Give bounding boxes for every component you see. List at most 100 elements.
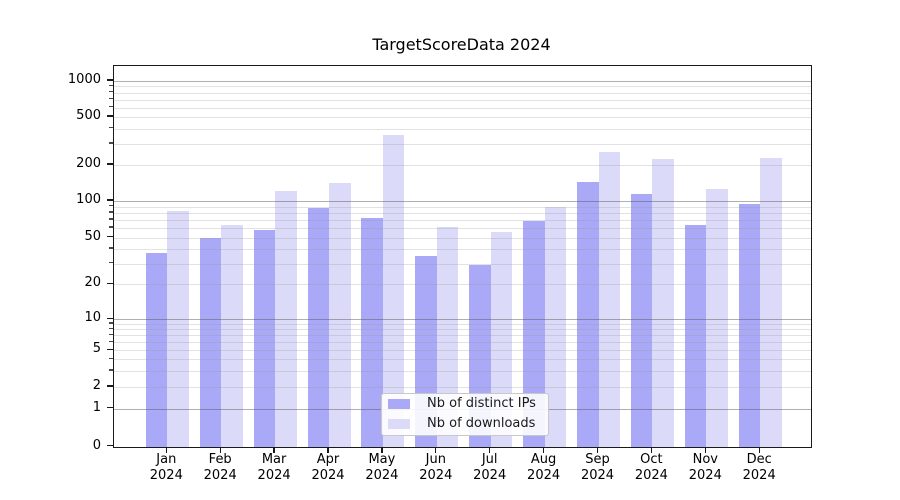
y-tick-label-10: 10 bbox=[84, 310, 101, 326]
x-tick-year-aug: 2024 bbox=[527, 467, 561, 483]
y-minor-tick-mark-300 bbox=[109, 142, 113, 144]
y-tick-mark-2 bbox=[106, 385, 113, 387]
x-tick-year-apr: 2024 bbox=[311, 467, 345, 483]
bar-ips-feb bbox=[199, 237, 222, 447]
x-tick-label-jan: Jan 2024 bbox=[138, 452, 194, 483]
x-tick-year-oct: 2024 bbox=[634, 467, 668, 483]
y-minor-tick-mark-800 bbox=[109, 90, 113, 93]
y-tick-label-1: 1 bbox=[92, 399, 101, 415]
y-minor-tick-mark-60 bbox=[109, 226, 113, 228]
x-tick-year-feb: 2024 bbox=[203, 467, 237, 483]
y-minor-tick-mark-600 bbox=[109, 105, 113, 108]
x-tick-label-feb: Feb 2024 bbox=[192, 452, 248, 483]
y-tick-label-200: 200 bbox=[76, 156, 101, 171]
bar-downloads-nov bbox=[706, 189, 728, 447]
y-minor-tick-mark-8 bbox=[109, 327, 113, 330]
bar-downloads-dec bbox=[760, 158, 782, 447]
x-tick-mark-oct bbox=[650, 446, 653, 453]
y-tick-label-100: 100 bbox=[76, 192, 101, 207]
x-tick-label-jul: Jul 2024 bbox=[462, 452, 518, 483]
x-tick-label-aug: Aug 2024 bbox=[516, 452, 572, 483]
minor-gridline-900 bbox=[114, 86, 811, 88]
minor-gridline-700 bbox=[114, 99, 811, 101]
y-minor-tick-mark-400 bbox=[109, 127, 113, 129]
bar-ips-may bbox=[361, 217, 383, 447]
minor-gridline-600 bbox=[114, 107, 811, 109]
y-minor-tick-mark-900 bbox=[109, 84, 113, 87]
x-tick-mark-jul bbox=[489, 446, 491, 453]
x-tick-year-sep: 2024 bbox=[580, 467, 615, 483]
bar-ips-jan bbox=[145, 253, 168, 447]
y-tick-mark-200 bbox=[106, 163, 113, 165]
y-tick-mark-20 bbox=[106, 282, 113, 284]
legend-swatch-downloads bbox=[388, 419, 410, 429]
y-tick-mark-0 bbox=[106, 444, 113, 447]
legend: Nb of distinct IPs Nb of downloads bbox=[381, 393, 549, 436]
y-minor-tick-mark-70 bbox=[109, 218, 113, 220]
x-tick-mark-aug bbox=[542, 446, 545, 453]
x-tick-mark-apr bbox=[327, 446, 329, 453]
bar-ips-sep bbox=[577, 181, 599, 447]
x-tick-mark-jan bbox=[165, 446, 167, 453]
minor-gridline-300 bbox=[114, 143, 811, 145]
y-tick-mark-50 bbox=[106, 236, 113, 238]
y-tick-label-0: 0 bbox=[92, 437, 101, 453]
y-minor-tick-mark-6 bbox=[109, 340, 113, 342]
x-tick-label-jun: Jun 2024 bbox=[408, 452, 464, 483]
plot-area: Nb of distinct IPs Nb of downloads bbox=[113, 65, 812, 448]
y-minor-tick-mark-3 bbox=[109, 369, 113, 371]
minor-gridline-800 bbox=[114, 92, 811, 94]
y-tick-label-20: 20 bbox=[84, 275, 101, 291]
legend-label-downloads: Nb of downloads bbox=[427, 416, 536, 431]
bar-ips-dec bbox=[738, 204, 761, 447]
y-tick-mark-1 bbox=[106, 407, 113, 409]
y-tick-mark-100 bbox=[106, 199, 113, 201]
x-tick-mark-sep bbox=[596, 446, 599, 453]
legend-row-distinct-ips: Nb of distinct IPs bbox=[382, 394, 548, 414]
bar-downloads-oct bbox=[652, 159, 674, 447]
x-tick-mark-jun bbox=[435, 446, 437, 453]
x-tick-label-nov: Nov 2024 bbox=[677, 452, 733, 483]
y-minor-tick-mark-30 bbox=[109, 262, 113, 264]
x-tick-year-nov: 2024 bbox=[688, 467, 722, 483]
x-tick-label-may: May 2024 bbox=[354, 452, 410, 483]
y-tick-label-50: 50 bbox=[84, 228, 101, 244]
bar-ips-aug bbox=[523, 221, 545, 447]
x-tick-mark-mar bbox=[273, 446, 275, 453]
x-tick-label-mar: Mar 2024 bbox=[246, 452, 302, 483]
x-tick-year-may: 2024 bbox=[365, 467, 399, 483]
bar-downloads-jun bbox=[436, 227, 459, 447]
major-gridline-1000 bbox=[114, 81, 811, 82]
y-minor-tick-mark-80 bbox=[109, 211, 113, 213]
y-minor-tick-mark-7 bbox=[109, 333, 113, 336]
y-tick-label-500: 500 bbox=[76, 108, 101, 123]
bar-downloads-feb bbox=[221, 225, 243, 447]
bar-downloads-jul bbox=[490, 231, 513, 447]
x-tick-year-jan: 2024 bbox=[149, 467, 183, 483]
y-tick-label-1000: 1000 bbox=[67, 72, 101, 87]
x-tick-mark-dec bbox=[758, 446, 760, 453]
y-minor-tick-mark-4 bbox=[109, 357, 113, 360]
legend-row-downloads: Nb of downloads bbox=[382, 414, 548, 434]
bar-ips-nov bbox=[684, 225, 707, 447]
chart-title: TargetScoreData 2024 bbox=[372, 35, 551, 54]
y-tick-mark-5 bbox=[106, 348, 113, 350]
y-minor-tick-mark-700 bbox=[109, 97, 113, 100]
x-tick-mark-nov bbox=[704, 446, 706, 453]
bar-downloads-may bbox=[382, 134, 405, 447]
y-minor-tick-mark-40 bbox=[109, 247, 113, 249]
y-minor-tick-mark-9 bbox=[109, 322, 113, 324]
bar-downloads-apr bbox=[329, 182, 351, 447]
y-minor-tick-mark-90 bbox=[109, 204, 113, 207]
x-tick-label-apr: Apr 2024 bbox=[300, 452, 356, 483]
x-tick-mark-may bbox=[381, 446, 383, 453]
bar-downloads-aug bbox=[544, 206, 567, 447]
y-tick-mark-1000 bbox=[106, 79, 113, 81]
y-tick-mark-500 bbox=[106, 115, 113, 117]
bar-ips-apr bbox=[307, 207, 329, 447]
minor-gridline-200 bbox=[114, 165, 811, 166]
x-tick-year-jun: 2024 bbox=[419, 467, 453, 483]
bar-ips-oct bbox=[630, 194, 653, 447]
bar-ips-mar bbox=[253, 229, 276, 447]
